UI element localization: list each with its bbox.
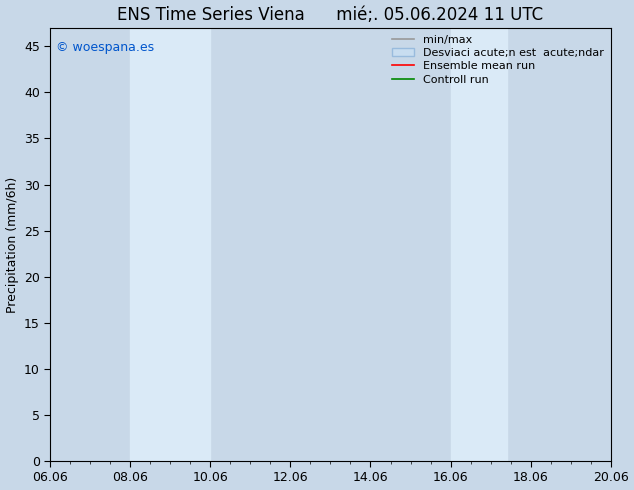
Bar: [131, 28, 210, 461]
Y-axis label: Precipitation (mm/6h): Precipitation (mm/6h): [6, 176, 18, 313]
Bar: [451, 28, 507, 461]
Text: © woespana.es: © woespana.es: [56, 41, 154, 54]
Legend: min/max, Desviaci acute;n est  acute;ndar, Ensemble mean run, Controll run: min/max, Desviaci acute;n est acute;ndar…: [387, 30, 609, 89]
Title: ENS Time Series Viena      mié;. 05.06.2024 11 UTC: ENS Time Series Viena mié;. 05.06.2024 1…: [117, 5, 543, 24]
